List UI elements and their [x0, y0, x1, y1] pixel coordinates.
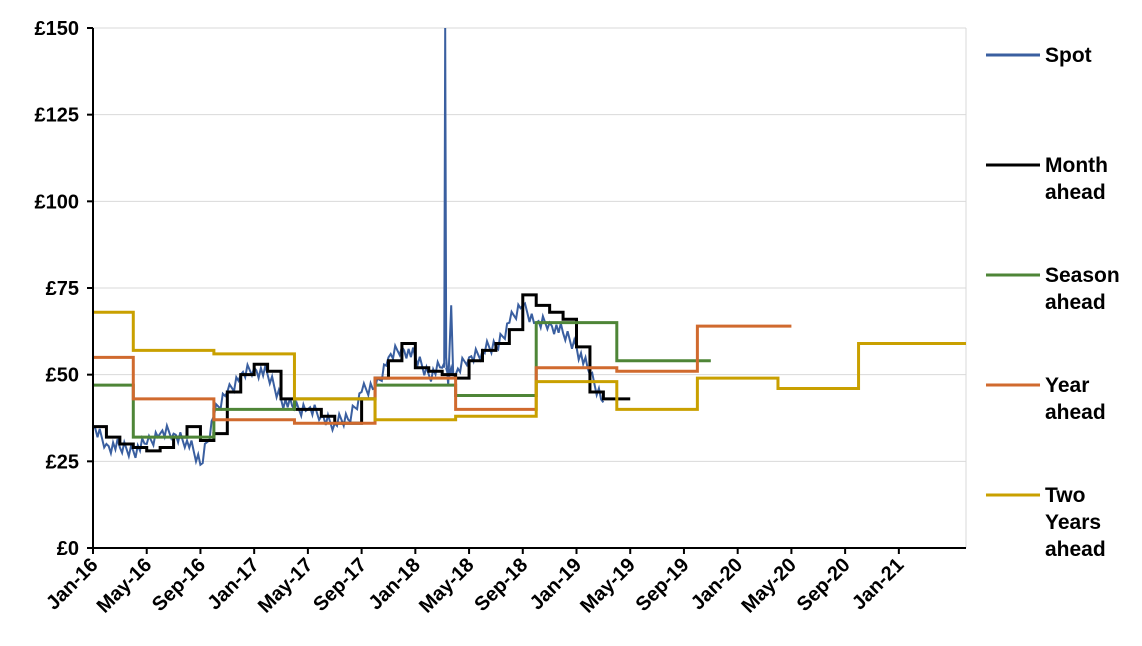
x-tick-label: Sep-18 — [470, 554, 532, 616]
legend-label: Two — [1045, 484, 1085, 507]
legend-label: Spot — [1045, 44, 1092, 67]
x-tick-label: Jan-17 — [203, 554, 263, 614]
axes — [87, 27, 966, 554]
legend-label: ahead — [1045, 181, 1106, 204]
legend-label: Month — [1045, 154, 1108, 177]
y-tick-labels: £0 £25 £50 £75 £100 £125 £150 — [35, 18, 80, 560]
x-tick-label: May-17 — [254, 554, 318, 618]
legend-label: Season — [1045, 264, 1120, 287]
x-tick-labels: Jan-16May-16Sep-16Jan-17May-17Sep-17Jan-… — [42, 554, 908, 618]
x-tick-label: Jan-21 — [848, 554, 908, 614]
y-tick-label: £100 — [35, 191, 80, 213]
legend-label: Years — [1045, 511, 1101, 534]
series-1 — [93, 293, 631, 453]
gridlines — [93, 27, 967, 548]
x-tick-label: Sep-17 — [309, 554, 371, 616]
series-4 — [93, 310, 966, 422]
x-tick-label: May-18 — [415, 554, 479, 618]
legend-label: ahead — [1045, 401, 1106, 424]
x-tick-label: Jan-19 — [526, 554, 586, 614]
x-tick-label: Jan-20 — [687, 554, 747, 614]
legend-label: ahead — [1045, 538, 1106, 561]
y-tick-label: £125 — [35, 105, 80, 127]
x-tick-label: Jan-16 — [42, 554, 102, 614]
y-tick-label: £50 — [46, 365, 79, 387]
x-tick-label: Sep-20 — [793, 554, 855, 616]
legend-label: Year — [1045, 374, 1089, 397]
x-tick-label: May-16 — [93, 554, 157, 618]
x-tick-label: May-20 — [737, 554, 801, 618]
y-tick-label: £25 — [46, 451, 79, 473]
x-tick-label: Sep-19 — [632, 554, 694, 616]
legend-label: ahead — [1045, 291, 1106, 314]
series-0 — [92, 27, 605, 467]
y-tick-label: £150 — [35, 18, 80, 40]
x-tick-label: May-19 — [576, 554, 640, 618]
series-3 — [93, 324, 792, 425]
y-tick-label: £75 — [46, 278, 79, 300]
series-lines — [92, 27, 966, 467]
legend: Spot Month ahead Season ahead Year ahead Two Yea… — [986, 44, 1120, 561]
x-tick-label: Sep-16 — [148, 554, 210, 616]
y-tick-label: £0 — [57, 538, 79, 560]
x-tick-label: Jan-18 — [365, 554, 425, 614]
